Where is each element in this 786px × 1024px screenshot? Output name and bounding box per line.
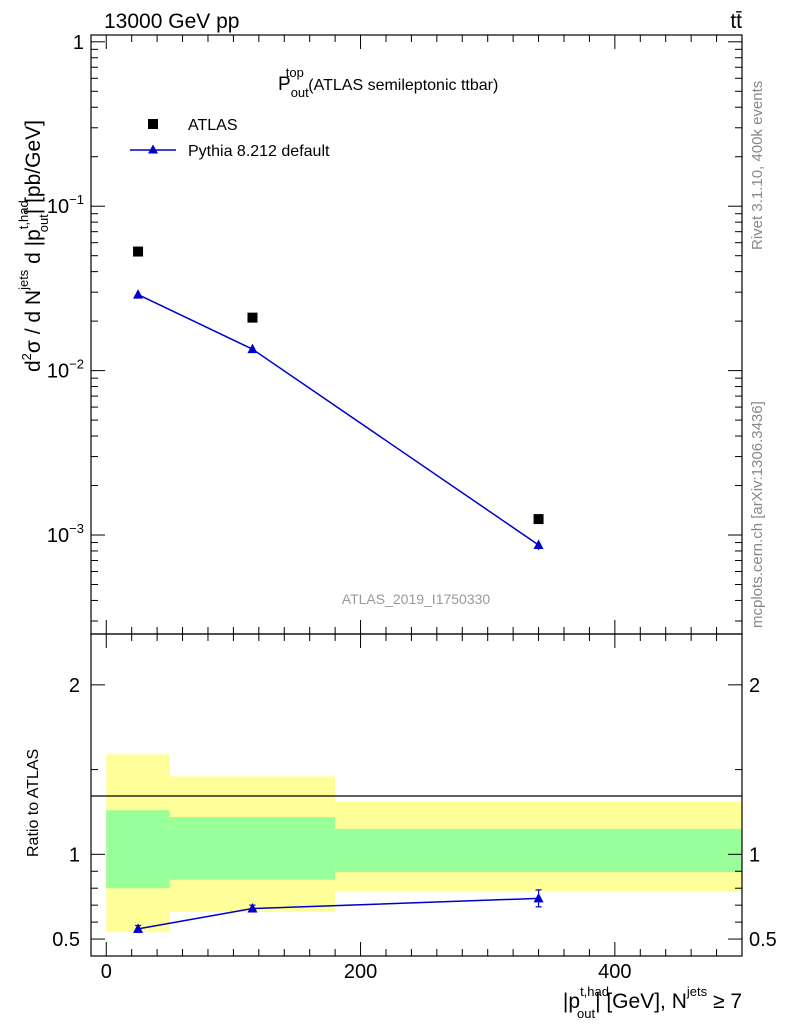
pythia-data-point	[533, 539, 544, 549]
main-y-tick-label: 10−1	[47, 192, 84, 218]
title-sub: out	[291, 85, 309, 100]
ratio-y-tick-label-right: 0.5	[749, 929, 777, 951]
ratio-y-tick-label-right: 2	[749, 675, 760, 697]
x-tick-label: 200	[344, 961, 377, 983]
atlas-data-point	[133, 246, 144, 257]
ratio-y-tick-label: 1	[69, 844, 80, 866]
legend: ATLAS Pythia 8.212 default	[130, 117, 330, 160]
pythia-data-point	[133, 289, 144, 299]
analysis-label: ATLAS_2019_I1750330	[342, 591, 491, 607]
x-axis-label: |pt,had out| [GeV], Njets ≥ 7	[563, 984, 742, 1021]
process-label: tt̄	[730, 10, 742, 33]
atlas-data-point	[533, 514, 544, 525]
title-rest: (ATLAS semileptonic ttbar)	[304, 77, 498, 94]
mcplots-label: mcplots.cern.ch [arXiv:1306.3436]	[749, 401, 766, 628]
ratio-band-green	[335, 828, 742, 873]
pythia-data-point	[247, 343, 258, 354]
ratio-y-tick-label-right: 1	[749, 844, 760, 866]
energy-label: 13000 GeV pp	[104, 10, 239, 33]
legend-atlas-marker	[148, 119, 158, 129]
legend-pythia-label: Pythia 8.212 default	[188, 143, 330, 160]
ratio-y-tick-label: 2	[69, 675, 80, 697]
ratio-data-point	[533, 892, 544, 903]
rivet-label: Rivet 3.1.10, 400k events	[749, 81, 766, 250]
main-y-axis-label: d2σ / d Njets d |pt,had out| [pb/GeV]	[16, 120, 51, 372]
ratio-data-point	[133, 923, 144, 933]
ratio-data-point	[247, 903, 258, 913]
main-y-tick-label: 1	[73, 32, 84, 54]
x-tick-label: 400	[598, 961, 631, 983]
ratio-frame	[90, 633, 743, 957]
ratio-band-green	[169, 817, 336, 880]
plot-title: Pout top (ATLAS semileptonic ttbar)	[278, 65, 498, 100]
legend-atlas-label: ATLAS	[188, 117, 238, 134]
main-y-tick-label: 10−3	[47, 521, 84, 547]
atlas-data-point	[247, 312, 258, 323]
legend-pythia-marker	[148, 144, 158, 154]
ratio-band-green	[106, 810, 170, 889]
title-main: P	[278, 74, 291, 95]
x-tick-label: 0	[101, 961, 112, 983]
ratio-y-axis-label: Ratio to ATLAS	[25, 749, 42, 857]
main-panel: 1 10−1 10−2 10−3 Pout top (ATLAS semileptoni…	[16, 32, 743, 635]
ratio-panel: 0.5 0.5 1 1 2 2 0 200 400 Ratio to ATLAS |pt,had…	[25, 633, 777, 1021]
pythia-line	[137, 293, 539, 546]
title-sup: top	[286, 65, 304, 80]
main-y-tick-label: 10−2	[47, 357, 84, 383]
ratio-y-tick-label: 0.5	[52, 929, 80, 951]
